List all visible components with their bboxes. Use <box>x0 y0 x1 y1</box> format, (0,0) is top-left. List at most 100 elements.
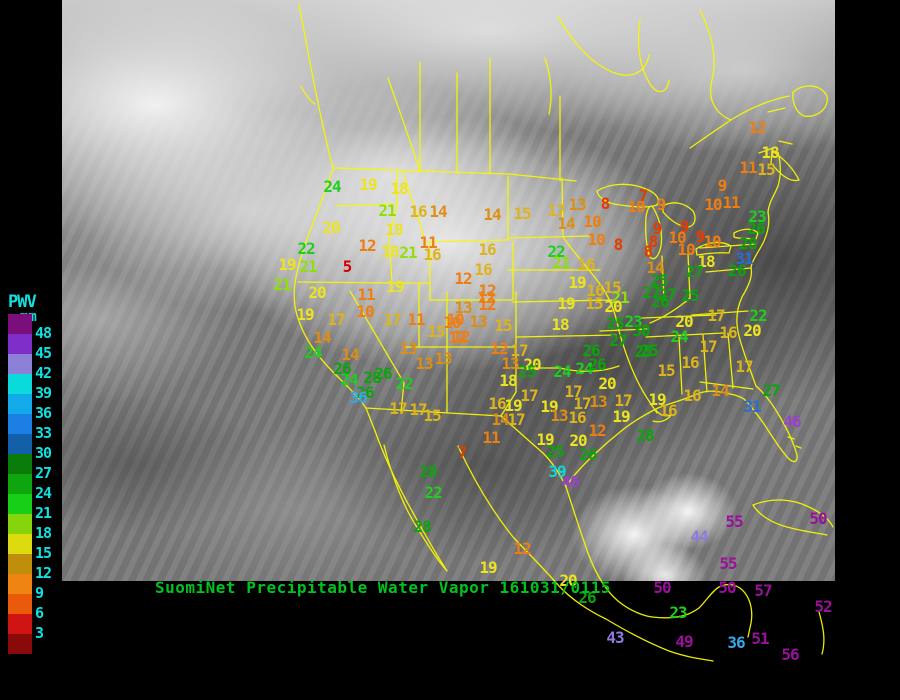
station-pwv-value: 26 <box>728 261 746 280</box>
station-pwv-value: 20 <box>675 312 693 331</box>
station-pwv-value: 25 <box>518 362 536 381</box>
station-pwv-value: 19 <box>504 396 522 415</box>
station-pwv-value: 17 <box>510 341 528 360</box>
legend-value-label: 6 <box>35 604 44 622</box>
station-pwv-value: 19 <box>612 407 630 426</box>
station-pwv-value: 43 <box>606 628 624 647</box>
legend-value-label: 27 <box>35 464 52 482</box>
station-pwv-value: 9 <box>652 219 663 238</box>
station-pwv-value: 21 <box>552 253 570 272</box>
station-pwv-value: 56 <box>781 645 799 664</box>
station-pwv-value: 24 <box>323 177 341 196</box>
legend-swatch <box>8 474 32 494</box>
station-pwv-value: 55 <box>725 512 743 531</box>
station-pwv-value: 22 <box>424 483 442 502</box>
station-pwv-value: 16 <box>478 240 496 259</box>
station-pwv-value: 27 <box>762 381 780 400</box>
station-pwv-value: 46 <box>783 412 801 431</box>
station-pwv-value: 28 <box>363 368 381 387</box>
station-pwv-value: 12 <box>513 539 531 558</box>
station-pwv-value: 21 <box>378 201 396 220</box>
station-pwv-value: 17 <box>707 306 725 325</box>
station-pwv-value: 13 <box>434 349 452 368</box>
station-pwv-value: 31 <box>743 397 761 416</box>
station-pwv-value: 26 <box>747 219 765 238</box>
station-pwv-value: 26 <box>588 355 606 374</box>
station-pwv-value: 8 <box>643 242 654 261</box>
station-pwv-value: 26 <box>578 588 596 607</box>
legend-value-label: 39 <box>35 384 52 402</box>
legend-value-label: 45 <box>35 344 52 362</box>
station-pwv-value: 17 <box>699 337 717 356</box>
station-pwv-value: 16 <box>577 255 595 274</box>
legend-value-label: 42 <box>35 364 52 382</box>
station-pwv-value: 19 <box>479 558 497 577</box>
legend-title: PWV <box>8 292 37 312</box>
legend-swatch <box>8 494 32 514</box>
station-pwv-value: 19 <box>386 277 404 296</box>
station-pwv-value: 16 <box>474 260 492 279</box>
station-pwv-value: 27 <box>642 283 660 302</box>
legend-swatch <box>8 334 32 354</box>
station-pwv-value: 57 <box>754 581 772 600</box>
legend-swatch <box>8 454 32 474</box>
station-pwv-value: 11 <box>722 193 740 212</box>
station-pwv-value: 13 <box>568 195 586 214</box>
station-pwv-value: 8 <box>648 232 659 251</box>
station-pwv-value: 12 <box>477 288 495 307</box>
legend-swatch <box>8 394 32 414</box>
station-pwv-value: 17 <box>389 399 407 418</box>
station-pwv-value: 26 <box>579 445 597 464</box>
legend-swatch <box>8 634 32 654</box>
station-pwv-value: 7 <box>638 186 649 205</box>
satellite-image <box>62 0 835 581</box>
station-pwv-value: 22 <box>395 374 413 393</box>
station-pwv-value: 20 <box>743 321 761 340</box>
station-pwv-value: 15 <box>757 160 775 179</box>
legend-swatch <box>8 534 32 554</box>
station-pwv-value: 17 <box>520 386 538 405</box>
station-pwv-value: 26 <box>333 359 351 378</box>
political-boundaries <box>293 3 834 662</box>
legend-value-label: 9 <box>35 584 44 602</box>
station-pwv-value: 18 <box>551 315 569 334</box>
station-pwv-value: 21 <box>299 257 317 276</box>
station-pwv-value: 16 <box>568 408 586 427</box>
station-pwv-value: 28 <box>419 462 437 481</box>
station-pwv-value: 19 <box>540 397 558 416</box>
station-pwv-value: 14 <box>429 202 447 221</box>
station-pwv-value: 10 <box>446 310 464 329</box>
station-pwv-value: 13 <box>399 339 417 358</box>
station-pwv-value: 30 <box>632 321 650 340</box>
station-pwv-value: 25 <box>606 314 624 333</box>
station-pwv-value: 13 <box>501 354 519 373</box>
legend-value-label: 12 <box>35 564 52 582</box>
station-pwv-value: 24 <box>670 327 688 346</box>
station-pwv-value: 21 <box>399 243 417 262</box>
station-pwv-value: 19 <box>296 305 314 324</box>
station-pwv-value: 14 <box>711 381 729 400</box>
station-pwv-value: 19 <box>536 430 554 449</box>
station-pwv-value: 50 <box>653 578 671 597</box>
station-pwv-value: 10 <box>668 228 686 247</box>
station-pwv-value: 23 <box>669 603 687 622</box>
legend-swatch <box>8 554 32 574</box>
station-pwv-value: 19 <box>568 273 586 292</box>
product-caption: SuomiNet Precipitable Water Vapor 161031… <box>155 578 611 597</box>
station-pwv-value: 17 <box>735 357 753 376</box>
station-pwv-value: 16 <box>409 202 427 221</box>
station-pwv-value: 10 <box>677 240 695 259</box>
station-pwv-value: 17 <box>327 310 345 329</box>
station-pwv-value: 52 <box>814 597 832 616</box>
station-pwv-value: 51 <box>751 629 769 648</box>
station-pwv-value: 8 <box>613 235 624 254</box>
station-pwv-value: 46 <box>561 472 579 491</box>
station-pwv-value: 15 <box>423 406 441 425</box>
station-pwv-value: 11 <box>419 233 437 252</box>
station-pwv-value: 9 <box>656 195 667 214</box>
station-pwv-value: 25 <box>640 341 658 360</box>
station-pwv-value: 13 <box>415 354 433 373</box>
station-pwv-value: 14 <box>483 205 501 224</box>
station-pwv-value: 17 <box>507 410 525 429</box>
